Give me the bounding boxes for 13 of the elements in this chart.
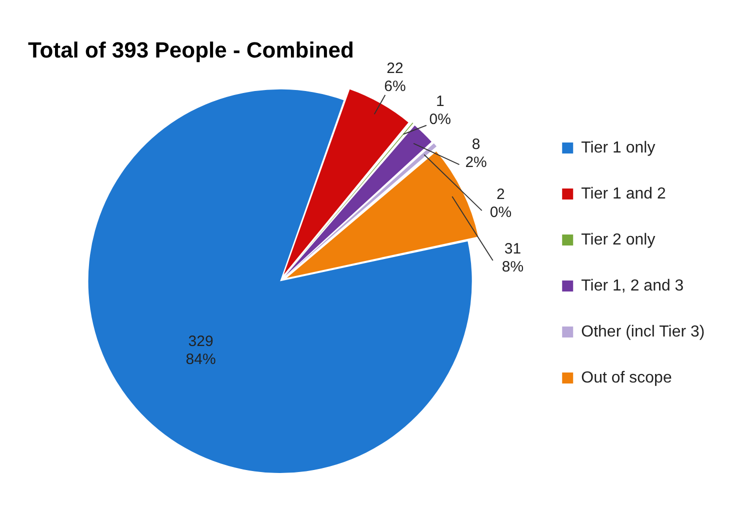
chart-title: Total of 393 People - Combined — [28, 37, 354, 62]
legend-label: Tier 2 only — [581, 231, 656, 248]
data-label: 8 2% — [465, 136, 487, 171]
data-label: 2 0% — [490, 186, 512, 222]
data-label: 1 0% — [429, 92, 451, 128]
legend-label: Tier 1 and 2 — [581, 185, 666, 202]
legend-label: Other (incl Tier 3) — [581, 323, 705, 340]
legend-label: Out of scope — [581, 369, 672, 386]
data-label: 329 84% — [186, 332, 216, 368]
legend-label: Tier 1, 2 and 3 — [581, 277, 684, 294]
data-label: 22 6% — [384, 60, 406, 95]
data-label: 31 8% — [502, 240, 524, 276]
legend-label: Tier 1 only — [581, 139, 656, 156]
